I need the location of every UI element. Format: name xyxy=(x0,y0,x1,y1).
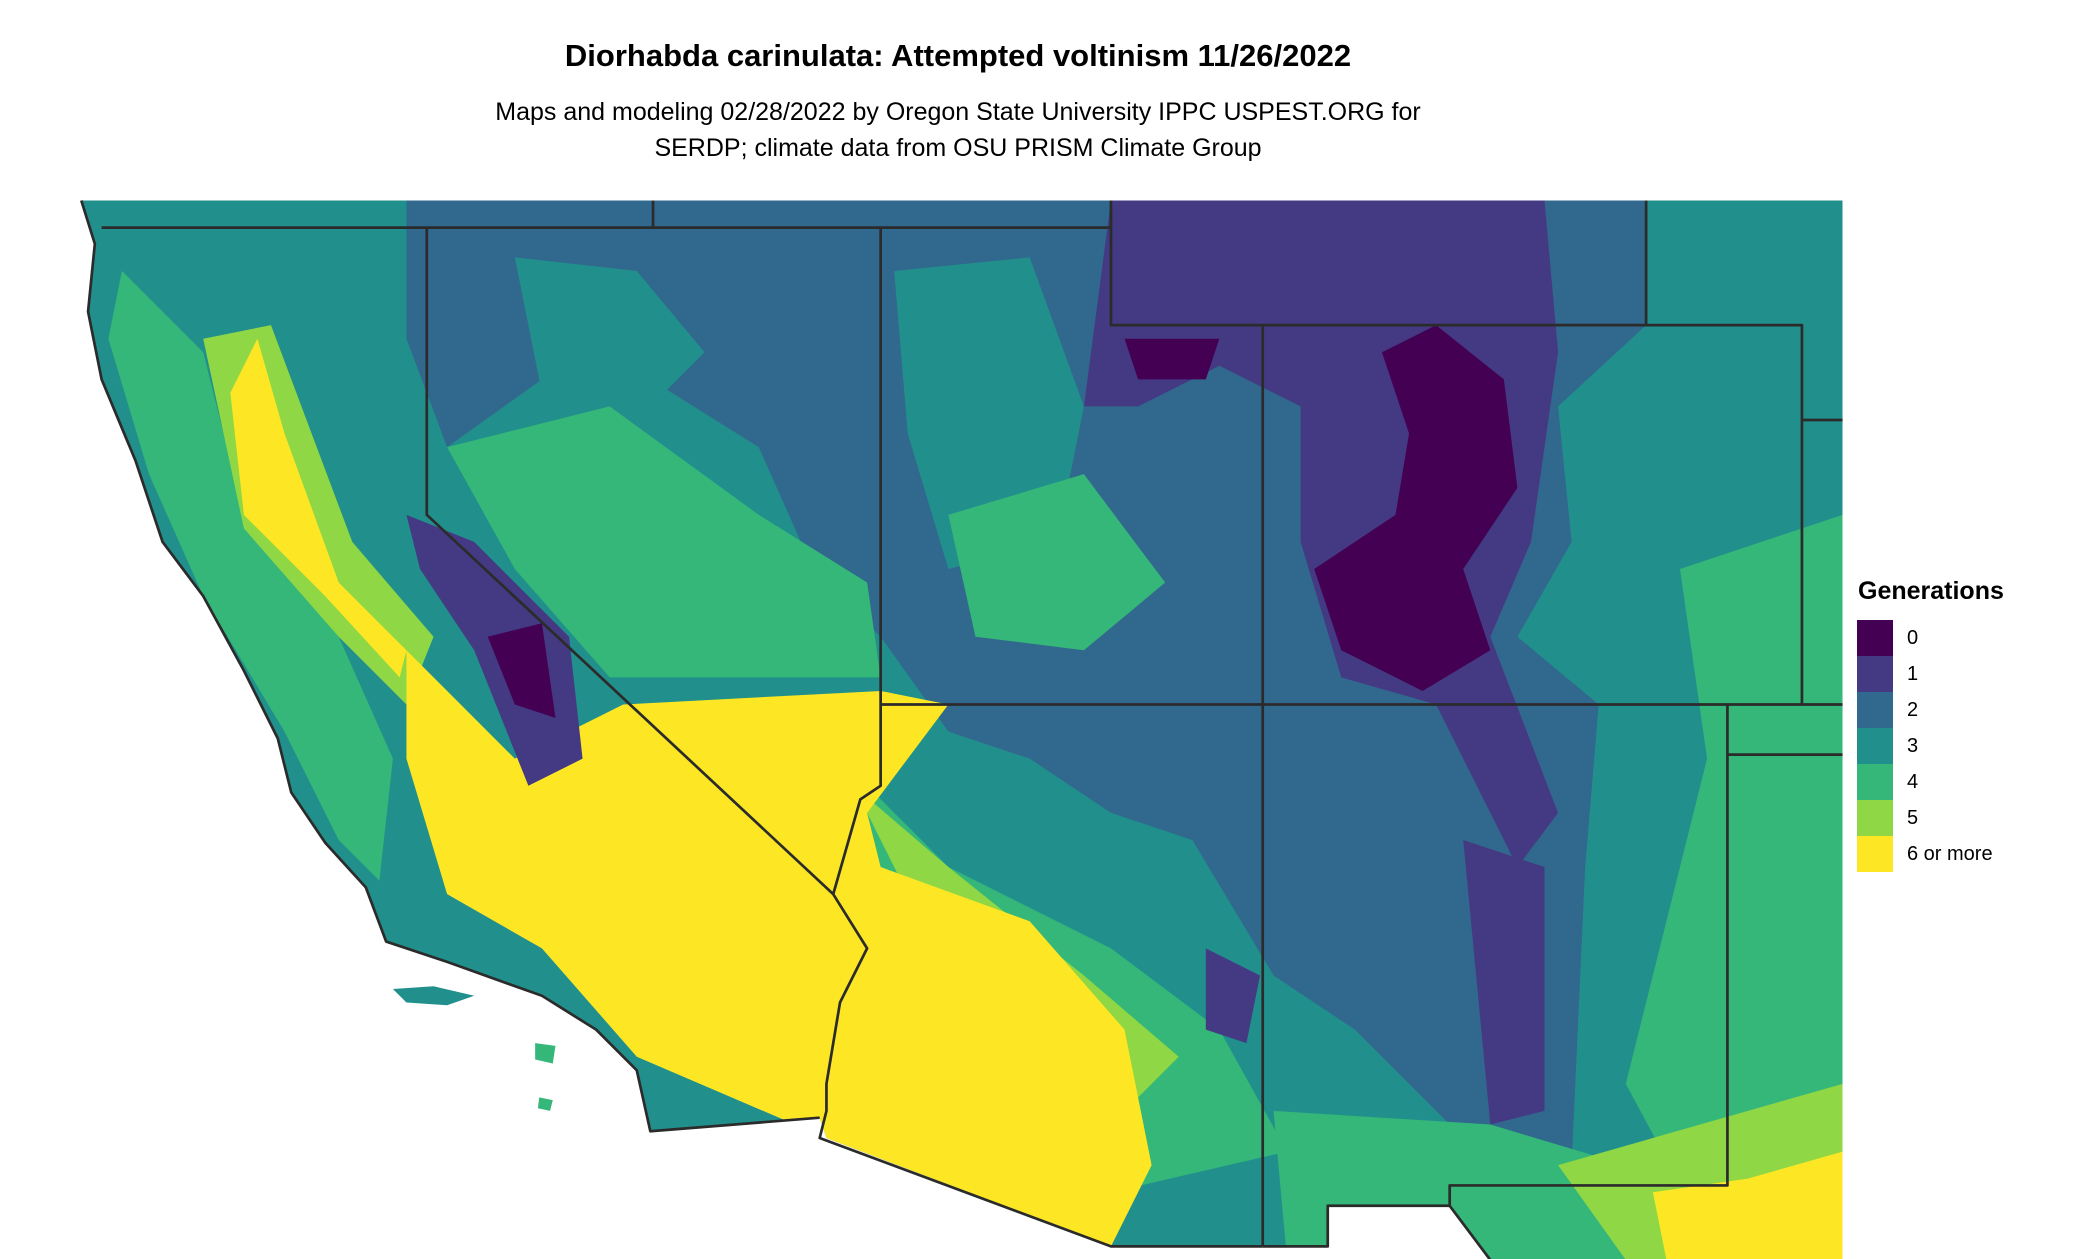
legend: Generations 0 1 2 3 4 5 6 or more xyxy=(1857,577,2004,872)
map-subtitle-line-2: SERDP; climate data from OSU PRISM Clima… xyxy=(654,134,1262,162)
region-gen-3 xyxy=(514,257,705,407)
legend-label: 5 xyxy=(1907,806,1919,829)
legend-item: 4 xyxy=(1857,764,2004,800)
legend-label: 1 xyxy=(1907,662,1919,685)
region-gen-4 xyxy=(948,474,1166,651)
region-gen-0 xyxy=(487,623,556,719)
legend-item: 5 xyxy=(1857,800,2004,836)
island xyxy=(537,1097,553,1111)
legend-item: 0 xyxy=(1857,620,2004,656)
legend-swatch xyxy=(1857,800,1893,836)
region-gen-0 xyxy=(1314,325,1518,691)
legend-swatch xyxy=(1857,728,1893,764)
region-gen-6 xyxy=(406,650,1152,1247)
legend-item: 6 or more xyxy=(1857,836,2004,872)
legend-swatch xyxy=(1857,764,1893,800)
legend-label: 2 xyxy=(1907,698,1919,721)
region-gen-6 xyxy=(230,338,407,678)
region-gen-4 xyxy=(108,270,393,881)
legend-label: 4 xyxy=(1907,770,1919,793)
legend-label: 6 or more xyxy=(1907,842,1993,865)
region-gen-4 xyxy=(447,406,881,678)
legend-label: 3 xyxy=(1907,734,1919,757)
legend-item: 2 xyxy=(1857,692,2004,728)
state-borders xyxy=(101,200,1843,1259)
region-gen-4 xyxy=(1625,514,1843,1259)
legend-swatch xyxy=(1857,836,1893,872)
legend-item: 3 xyxy=(1857,728,2004,764)
island xyxy=(535,1043,556,1064)
legend-swatch xyxy=(1857,620,1893,656)
legend-title: Generations xyxy=(1858,577,2004,605)
legend-item: 1 xyxy=(1857,656,2004,692)
region-gen-6 xyxy=(1652,1151,1843,1259)
map-title: Diorhabda carinulata: Attempted voltinis… xyxy=(564,38,1352,73)
region-gen-0 xyxy=(1124,338,1220,380)
map-subtitle-line-1: Maps and modeling 02/28/2022 by Oregon S… xyxy=(495,98,1421,126)
coastline xyxy=(79,200,820,1133)
legend-swatch xyxy=(1857,692,1893,728)
region-gen-1 xyxy=(1205,948,1260,1044)
legend-items: 0 1 2 3 4 5 6 or more xyxy=(1857,620,2004,872)
island xyxy=(392,986,475,1006)
legend-swatch xyxy=(1857,656,1893,692)
legend-label: 0 xyxy=(1907,626,1919,649)
